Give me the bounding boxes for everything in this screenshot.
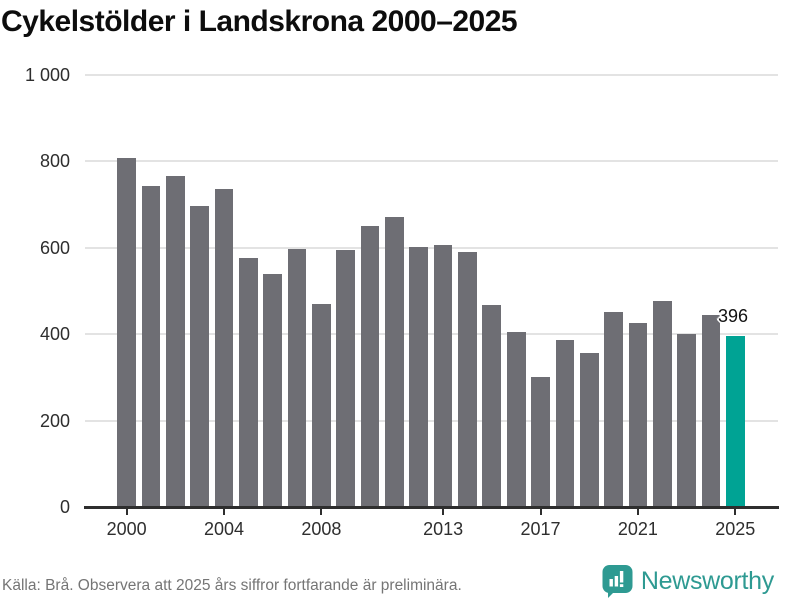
- bar-2003: [190, 205, 210, 507]
- bar-2006: [263, 273, 283, 507]
- bar-2013: [433, 245, 453, 507]
- x-tick-label-2004: 2004: [204, 519, 245, 539]
- bar-2005: [239, 257, 258, 507]
- x-tick-2025: [734, 509, 737, 515]
- newsworthy-brand: Newsworthy: [602, 564, 774, 598]
- x-tick-label-2017: 2017: [520, 519, 561, 539]
- y-tick-label-400: 400: [39, 324, 70, 345]
- bar-2024: [701, 315, 721, 507]
- y-tick-label-600: 600: [39, 237, 70, 258]
- newsworthy-logo-icon: [602, 565, 633, 598]
- newsworthy-logo-text: Newsworthy: [640, 566, 774, 595]
- value-label-2025: 396: [717, 305, 748, 326]
- y-tick-label-1000: 1 000: [24, 65, 70, 85]
- bar-2019: [579, 353, 599, 507]
- gridline-200: [85, 419, 778, 422]
- chart-title: Cykelstölder i Landskrona 2000–2025: [1, 5, 518, 38]
- source-note: Källa: Brå. Observera att 2025 års siffr…: [2, 577, 462, 594]
- x-tick-2004: [223, 509, 226, 515]
- gridline-800: [85, 160, 778, 163]
- plot-area: [84, 74, 779, 509]
- x-axis-line: [84, 506, 779, 509]
- x-tick-2021: [636, 509, 639, 515]
- bar-2002: [165, 175, 185, 507]
- bar-2010: [360, 225, 380, 507]
- bar-2008: [312, 303, 331, 507]
- bar-2021: [628, 323, 648, 507]
- bar-2015: [482, 304, 502, 507]
- y-tick-label-800: 800: [39, 151, 70, 172]
- bar-2007: [287, 249, 307, 507]
- x-tick-label-2013: 2013: [423, 519, 464, 539]
- bar-2017: [531, 376, 550, 507]
- x-tick-label-2021: 2021: [617, 519, 658, 539]
- bar-2023: [677, 333, 696, 507]
- y-tick-label-0: 0: [59, 497, 70, 517]
- x-tick-label-2008: 2008: [301, 519, 342, 539]
- bar-2022: [652, 301, 672, 507]
- bar-2020: [604, 311, 623, 507]
- x-tick-2013: [442, 509, 445, 515]
- bar-2004: [214, 189, 234, 507]
- x-tick-label-2000: 2000: [106, 519, 147, 539]
- bar-2014: [458, 251, 477, 507]
- bar-2011: [385, 217, 404, 507]
- x-tick-label-2025: 2025: [715, 519, 756, 539]
- gridline-1000: [85, 74, 778, 76]
- gridline-600: [85, 246, 778, 249]
- y-tick-label-200: 200: [39, 410, 70, 431]
- bar-2018: [555, 339, 575, 507]
- bar-2009: [336, 249, 356, 507]
- x-tick-2000: [125, 509, 128, 515]
- bar-2001: [141, 185, 161, 507]
- bar-2012: [409, 247, 429, 507]
- x-tick-2008: [320, 509, 323, 515]
- bar-2000: [117, 158, 136, 507]
- x-tick-2017: [539, 509, 542, 515]
- gridline-400: [85, 333, 778, 336]
- bar-2025: [725, 335, 745, 507]
- bar-2016: [506, 331, 526, 507]
